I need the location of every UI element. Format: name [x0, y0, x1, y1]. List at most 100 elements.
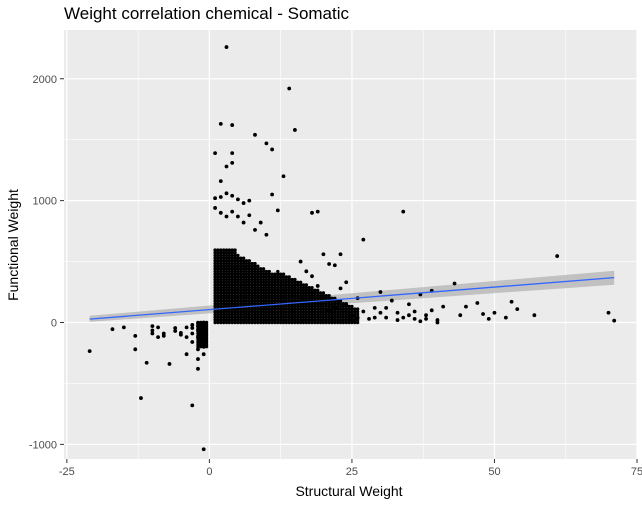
data-point: [213, 302, 217, 306]
data-point: [424, 313, 428, 318]
data-point: [335, 312, 340, 317]
data-point: [372, 305, 377, 310]
data-point: [267, 272, 271, 276]
data-point: [273, 280, 277, 284]
data-point: [313, 288, 317, 293]
data-point: [230, 296, 234, 301]
data-point: [224, 251, 229, 255]
data-point: [250, 277, 254, 282]
data-point: [273, 304, 277, 309]
data-point: [273, 288, 277, 293]
data-point: [481, 312, 485, 316]
data-point: [216, 293, 220, 298]
data-point: [278, 285, 283, 290]
data-point: [316, 302, 320, 306]
data-point: [244, 269, 249, 274]
data-point: [344, 304, 348, 309]
data-point: [239, 318, 243, 322]
data-point: [256, 288, 260, 293]
data-point: [270, 147, 275, 152]
data-point: [273, 315, 277, 319]
data-point: [184, 335, 189, 340]
data-point: [239, 315, 243, 319]
data-point: [327, 302, 331, 306]
data-point: [236, 272, 240, 276]
data-point: [261, 283, 266, 287]
data-point: [278, 315, 283, 319]
data-point: [227, 315, 232, 319]
data-point: [218, 210, 223, 215]
data-point: [296, 299, 300, 303]
data-point: [318, 296, 323, 301]
data-point: [284, 296, 289, 301]
data-point: [353, 315, 357, 319]
data-point: [241, 220, 246, 225]
data-point: [224, 277, 229, 282]
data-point: [278, 293, 283, 298]
data-point: [278, 291, 283, 295]
data-point: [270, 299, 274, 303]
data-point: [259, 277, 263, 282]
data-point: [287, 275, 291, 279]
data-point: [335, 315, 340, 319]
data-point: [224, 288, 229, 293]
data-point: [213, 312, 217, 317]
data-point: [259, 307, 263, 311]
data-point: [296, 310, 300, 314]
data-point: [270, 320, 274, 325]
data-point: [241, 291, 246, 295]
data-point: [247, 299, 251, 303]
data-point: [256, 272, 260, 276]
data-point: [276, 310, 280, 314]
data-point: [250, 264, 254, 268]
data-point: [281, 174, 286, 179]
data-point: [333, 315, 337, 319]
data-point: [293, 291, 297, 295]
data-point: [273, 272, 277, 276]
data-point: [227, 299, 232, 303]
data-point: [247, 272, 251, 276]
data-point: [313, 315, 317, 319]
data-point: [239, 307, 243, 311]
data-point: [233, 291, 237, 295]
data-point: [230, 264, 234, 268]
data-point: [335, 318, 340, 322]
data-point: [313, 320, 317, 325]
plot-panel: [64, 30, 637, 459]
data-point: [244, 264, 249, 268]
data-point: [221, 264, 226, 268]
data-point: [270, 291, 274, 295]
data-point: [344, 318, 348, 322]
data-point: [333, 318, 337, 322]
data-point: [241, 293, 246, 298]
data-point: [273, 307, 277, 311]
data-point: [296, 296, 300, 301]
data-point: [509, 299, 514, 304]
data-point: [256, 283, 260, 287]
data-point: [304, 310, 309, 314]
data-point: [281, 285, 286, 290]
data-point: [458, 313, 463, 318]
data-point: [239, 280, 243, 284]
data-point: [233, 288, 237, 293]
data-point: [241, 283, 246, 287]
data-point: [247, 275, 251, 279]
data-point: [221, 312, 226, 317]
data-point: [310, 291, 314, 295]
data-point: [213, 259, 217, 263]
data-point: [244, 283, 249, 287]
data-point: [230, 269, 234, 274]
data-point: [298, 291, 303, 295]
x-axis-ticks: -25 0 25 50 75: [59, 459, 642, 478]
data-point: [276, 318, 280, 322]
data-point: [256, 312, 260, 317]
data-point: [281, 296, 286, 301]
data-point: [287, 315, 291, 319]
data-point: [224, 261, 229, 266]
data-point: [378, 310, 383, 315]
data-point: [261, 269, 266, 274]
data-point: [236, 261, 240, 266]
data-point: [350, 320, 354, 325]
data-point: [327, 296, 331, 301]
data-point: [241, 275, 246, 279]
